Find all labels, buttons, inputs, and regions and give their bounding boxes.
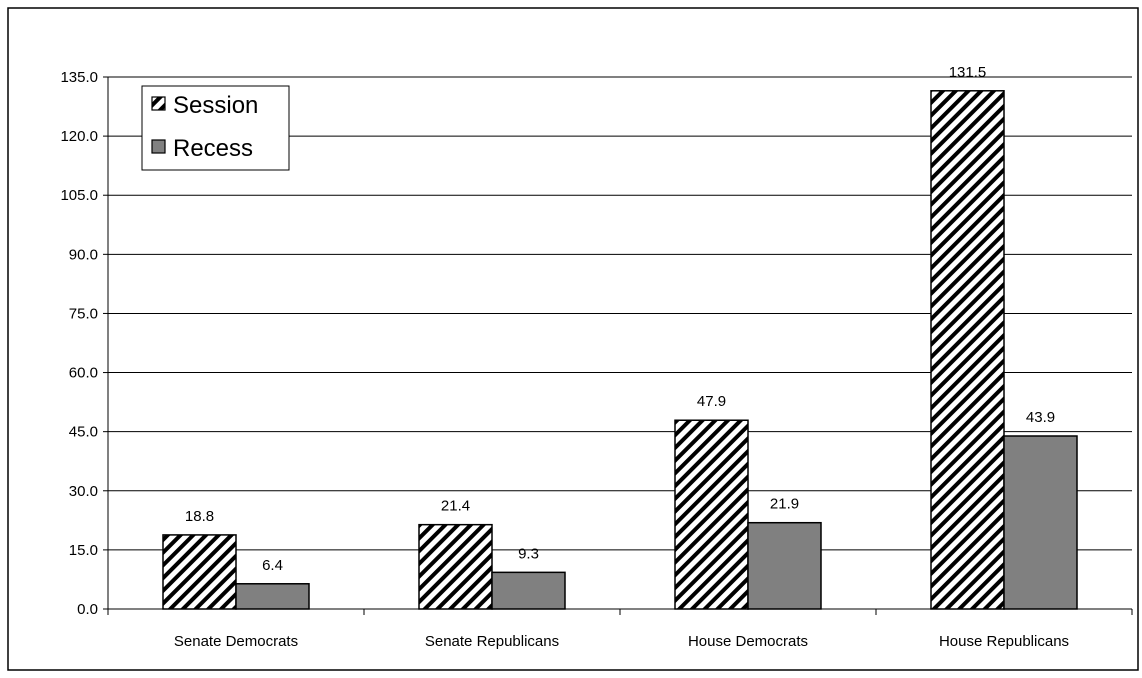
y-tick-label: 135.0 [60,69,98,86]
data-label: 18.8 [185,508,214,525]
labels: 0.0 15.0 30.0 45.0 60.0 75.0 90.0 105.0 120.0 135… [60,64,1069,650]
recess-bar [747,521,822,610]
data-label: 21.4 [441,498,470,515]
y-tick-label: 30.0 [69,483,98,500]
x-tick-label: Senate Democrats [174,633,298,650]
data-label: 47.9 [697,393,726,410]
legend-label-session: Session [173,92,258,119]
legend: Session Recess [141,85,290,171]
recess-bar [235,583,310,610]
axes [103,76,1133,615]
session-bar [418,523,493,610]
recess-bar [491,571,566,610]
data-label: 6.4 [262,557,283,574]
y-tick-label: 45.0 [69,424,98,441]
data-label: 131.5 [949,64,987,81]
y-tick-label: 75.0 [69,305,98,322]
data-label: 9.3 [518,545,539,562]
y-tick-label: 105.0 [60,187,98,204]
x-tick-label: House Democrats [688,633,808,650]
y-tick-label: 0.0 [77,601,98,618]
recess-bar [1003,435,1078,610]
bars [162,90,1078,610]
legend-swatch-recess [151,139,166,154]
data-label: 21.9 [770,496,799,513]
legend-swatch-session [151,96,166,111]
session-bar [674,419,749,610]
y-tick-label: 60.0 [69,365,98,382]
y-tick-label: 15.0 [69,542,98,559]
y-tick-label: 120.0 [60,128,98,145]
y-tick-label: 90.0 [69,246,98,263]
x-tick-label: House Republicans [939,633,1069,650]
legend-box [141,85,290,171]
session-bar [162,534,237,610]
session-bar [930,90,1005,610]
x-tick-label: Senate Republicans [425,633,559,650]
data-label: 43.9 [1026,409,1055,426]
legend-label-recess: Recess [173,135,253,162]
